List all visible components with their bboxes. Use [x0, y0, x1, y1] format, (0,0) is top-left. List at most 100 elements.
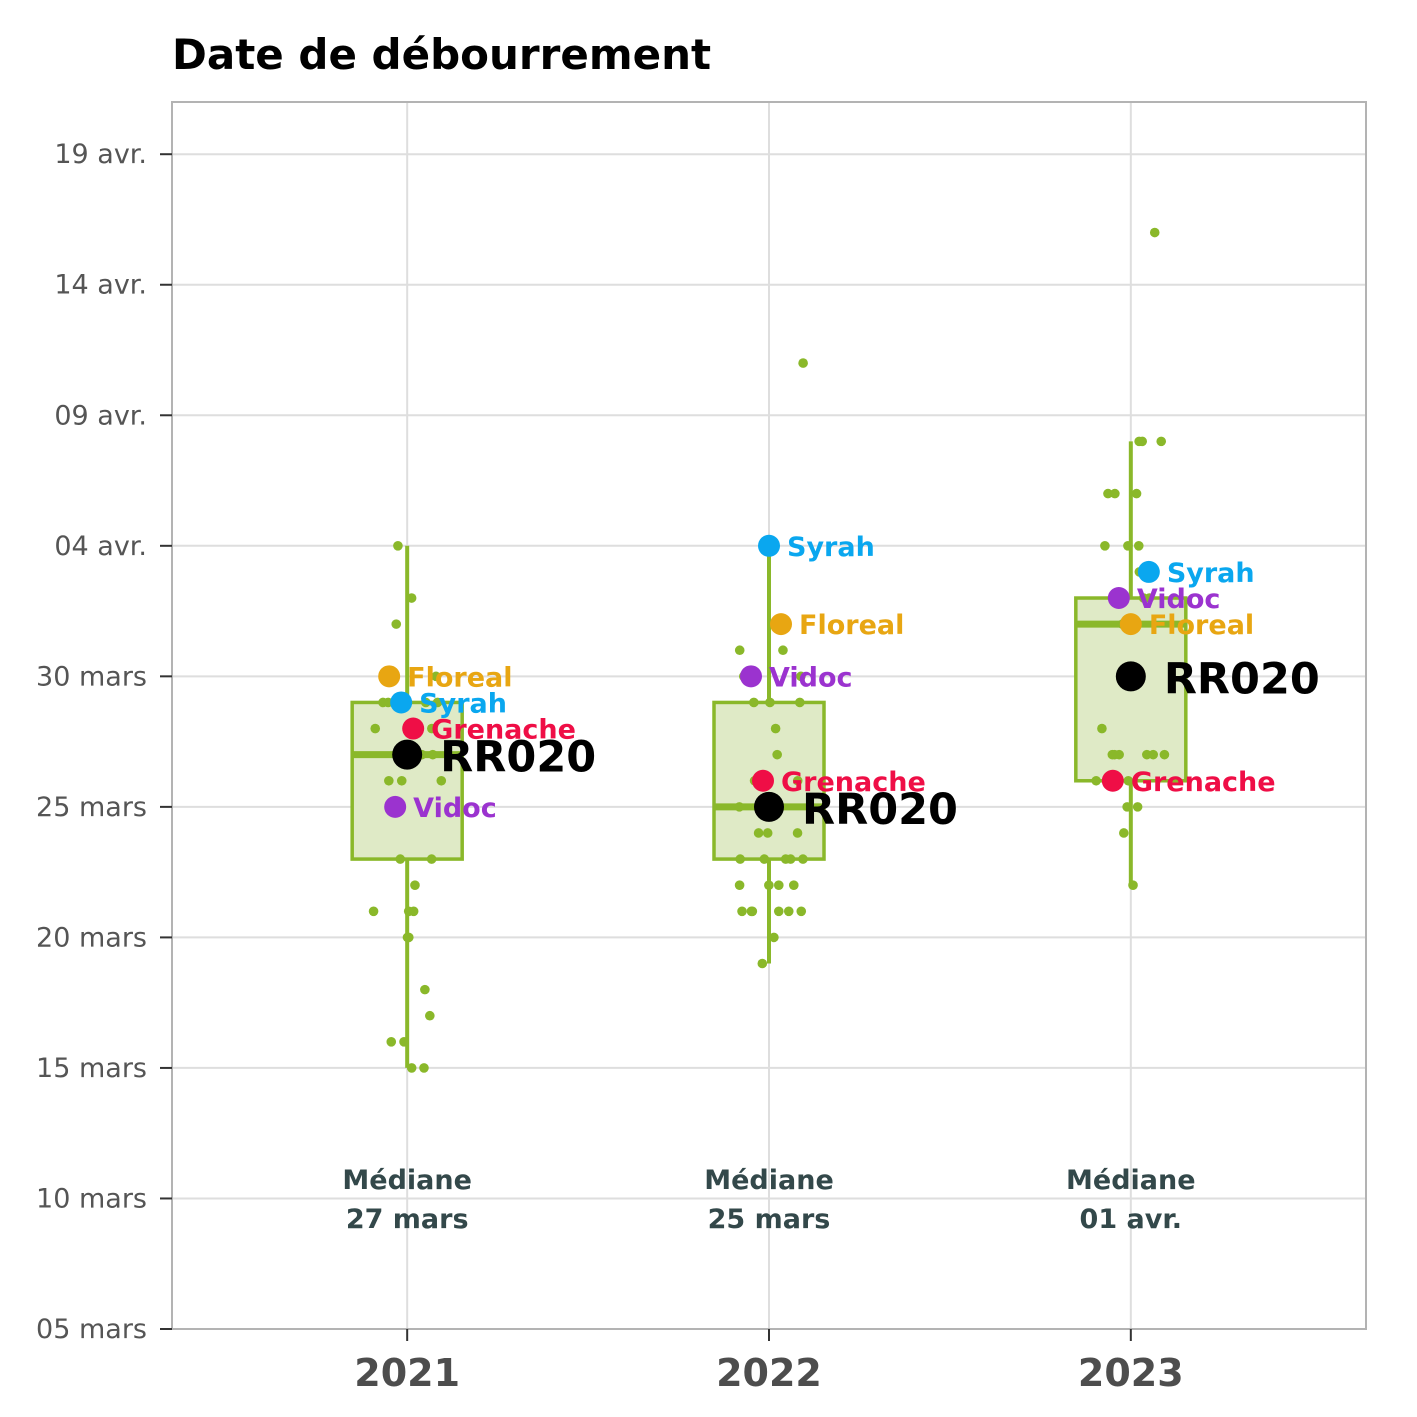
data-point: [1156, 436, 1167, 447]
data-point: [795, 697, 805, 708]
data-point: [1119, 828, 1129, 838]
data-point: [764, 880, 774, 890]
data-point: [773, 906, 784, 917]
data-point: [368, 906, 379, 917]
data-point: [425, 1010, 435, 1021]
x-tick-label: 2021: [354, 1351, 460, 1395]
data-point: [788, 880, 799, 890]
data-point: [770, 723, 781, 734]
data-point: [792, 775, 803, 786]
data-point: [395, 854, 406, 864]
data-point: [1123, 541, 1133, 551]
data-point: [734, 880, 745, 890]
data-point: [1144, 593, 1155, 603]
point-grenache: [402, 717, 425, 740]
data-point: [399, 1037, 409, 1047]
data-point: [1091, 775, 1101, 786]
data-point: [432, 697, 443, 708]
point-syrah: [1137, 560, 1160, 583]
data-point: [378, 697, 388, 708]
data-point: [798, 854, 808, 864]
y-tick-label: 15 mars: [36, 1053, 147, 1084]
median-value: 01 avr.: [1080, 1204, 1183, 1235]
label-floreal: Floreal: [1149, 610, 1254, 641]
data-point: [757, 958, 768, 969]
data-point: [427, 749, 438, 760]
data-point: [410, 880, 420, 890]
label-vidoc: Vidoc: [1137, 584, 1221, 615]
label-floreal: Floreal: [407, 662, 512, 693]
data-point: [420, 984, 430, 995]
point-floreal: [770, 613, 792, 636]
label-vidoc: Vidoc: [413, 793, 497, 824]
data-point: [406, 593, 417, 603]
y-tick-label: 20 mars: [36, 922, 147, 953]
point-vidoc: [740, 665, 762, 688]
data-point: [769, 932, 779, 943]
data-point: [753, 828, 764, 838]
data-point: [1133, 541, 1144, 551]
data-point: [792, 828, 803, 838]
data-point: [1122, 802, 1132, 812]
data-point: [778, 645, 788, 656]
point-grenache: [1101, 769, 1124, 792]
y-tick-label: 04 avr.: [54, 531, 147, 562]
label-syrah: Syrah: [419, 688, 507, 719]
y-tick-label: 09 avr.: [54, 400, 147, 431]
y-tick-label: 14 avr.: [54, 270, 147, 301]
point-rr020: [1115, 661, 1146, 692]
y-tick-label: 30 mars: [36, 661, 147, 692]
data-point: [408, 906, 419, 917]
data-point: [370, 723, 381, 734]
label-floreal: Floreal: [799, 610, 904, 641]
data-point: [391, 619, 402, 629]
label-rr020: RR020: [440, 733, 596, 783]
data-point: [1110, 488, 1120, 499]
data-point: [1132, 802, 1143, 812]
point-rr020: [754, 791, 784, 822]
data-point: [426, 854, 437, 864]
data-point: [386, 1037, 397, 1047]
median-value: 27 mars: [346, 1204, 469, 1235]
data-point: [1137, 436, 1148, 447]
point-floreal: [378, 665, 401, 688]
point-syrah: [758, 534, 780, 557]
y-tick-label: 10 mars: [36, 1183, 147, 1214]
label-grenache: Grenache: [1131, 767, 1276, 798]
data-point: [1123, 775, 1134, 786]
data-point: [780, 854, 791, 864]
data-point: [419, 1063, 429, 1073]
data-point: [1097, 723, 1107, 734]
data-point: [1103, 488, 1113, 499]
data-point: [1149, 227, 1160, 238]
data-point: [772, 749, 782, 760]
data-point: [1109, 749, 1120, 760]
point-rr020: [392, 739, 423, 770]
x-tick-label: 2022: [716, 1351, 822, 1395]
data-point: [796, 906, 807, 917]
y-tick-label: 19 avr.: [54, 139, 147, 170]
label-grenache: Grenache: [431, 715, 576, 746]
data-point: [796, 671, 806, 682]
data-point: [420, 697, 431, 708]
data-point: [765, 697, 775, 708]
label-rr020: RR020: [1164, 654, 1320, 704]
y-tick-label: 05 mars: [36, 1314, 147, 1345]
data-point: [1148, 749, 1158, 760]
median-caption: Médiane: [1066, 1165, 1196, 1196]
data-point: [1131, 488, 1142, 499]
data-point: [393, 541, 403, 551]
median-value: 25 mars: [708, 1204, 831, 1235]
data-point: [431, 671, 441, 682]
point-vidoc: [1107, 587, 1130, 610]
point-floreal: [1119, 613, 1142, 636]
data-point: [1100, 541, 1110, 551]
x-tick-label: 2023: [1078, 1351, 1184, 1395]
median-caption: Médiane: [342, 1165, 472, 1196]
point-vidoc: [384, 795, 407, 818]
data-point: [783, 906, 794, 917]
data-point: [734, 802, 745, 812]
data-point: [436, 775, 447, 786]
data-point: [737, 906, 747, 917]
